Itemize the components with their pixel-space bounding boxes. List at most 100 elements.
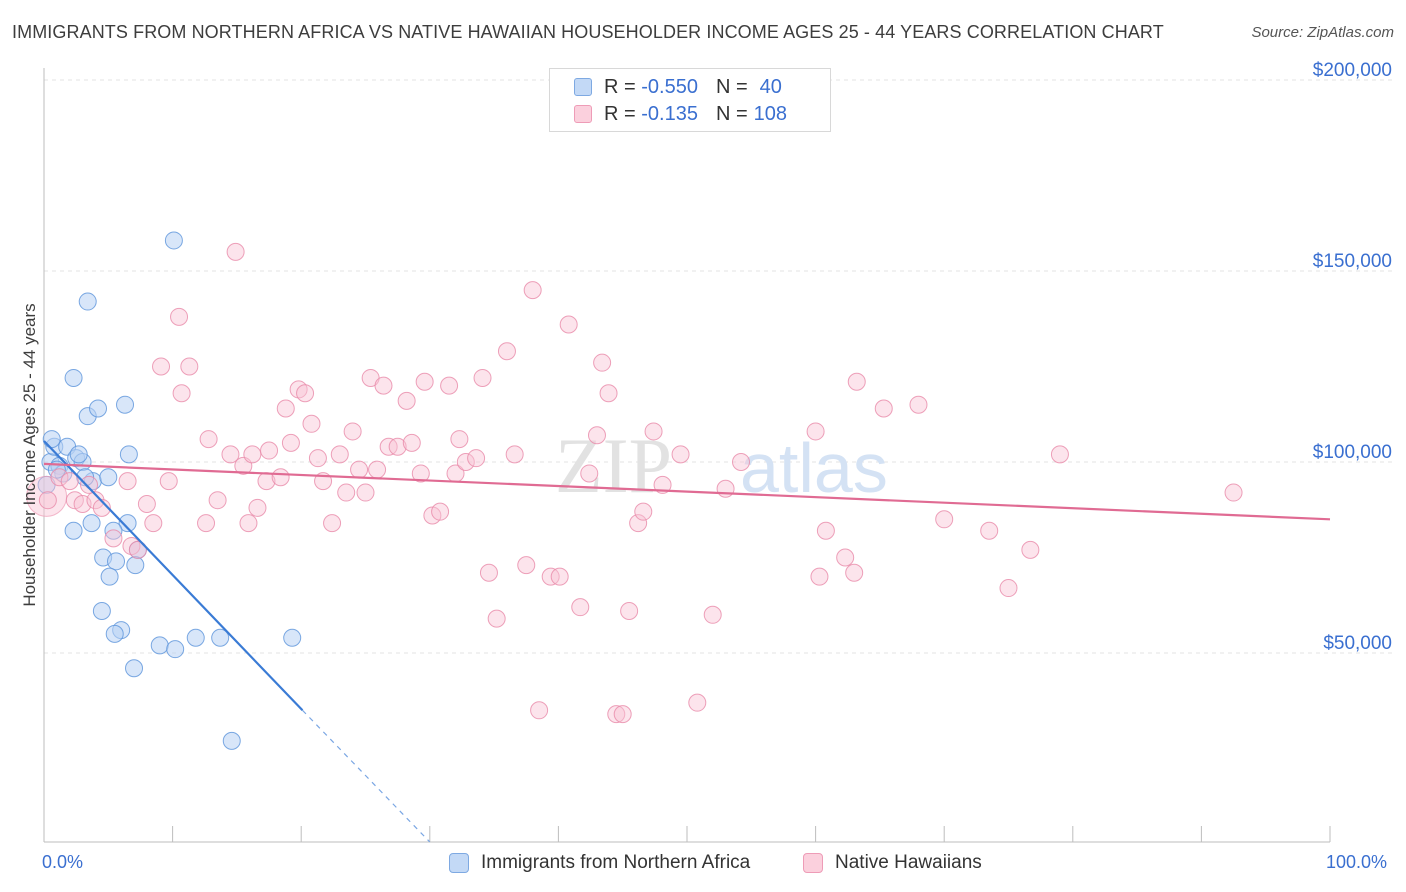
data-point-native-hawaiians (836, 548, 855, 567)
trendline-immigrants-extension (302, 709, 431, 843)
axes (43, 68, 1331, 843)
legend-n-value: 40 (759, 75, 782, 98)
correlation-legend: R = -0.550 N = 40 R = -0.135 N = 108 (549, 68, 831, 132)
grid-lines (44, 79, 1394, 654)
data-point-immigrants (118, 514, 137, 533)
bottom-legend-immigrants: Immigrants from Northern Africa (449, 852, 750, 874)
data-point-native-hawaiians (517, 556, 536, 575)
data-point-native-hawaiians (440, 376, 459, 395)
data-point-native-hawaiians (350, 460, 369, 479)
data-point-native-hawaiians (208, 491, 227, 510)
y-tick-label: $200,000 (1312, 60, 1392, 81)
data-point-native-hawaiians (644, 422, 663, 441)
legend-n-label: N = (715, 75, 748, 98)
data-point-native-hawaiians (847, 372, 866, 391)
data-point-native-hawaiians (60, 472, 79, 491)
data-point-immigrants (100, 567, 119, 586)
data-point-native-hawaiians (810, 567, 829, 586)
data-point-native-hawaiians (845, 563, 864, 582)
data-point-native-hawaiians (716, 479, 735, 498)
bottom-legend-swatch-pink (803, 853, 823, 873)
data-point-native-hawaiians (479, 563, 498, 582)
data-point-native-hawaiians (402, 433, 421, 452)
series-native-hawaiians-points (26, 242, 1243, 724)
data-point-native-hawaiians (530, 701, 549, 720)
y-tick-label: $50,000 (1323, 633, 1392, 654)
data-point-immigrants (105, 624, 124, 643)
legend-n-value: 108 (753, 102, 788, 125)
y-axis-label: Householder Income Ages 25 - 44 years (20, 303, 39, 607)
data-point-immigrants (104, 521, 123, 540)
data-point-native-hawaiians (431, 502, 450, 521)
data-point-native-hawaiians (613, 705, 632, 724)
data-point-native-hawaiians (356, 483, 375, 502)
data-point-native-hawaiians (523, 281, 542, 300)
data-point-immigrants (107, 552, 126, 571)
data-point-native-hawaiians (137, 495, 156, 514)
data-point-native-hawaiians (239, 514, 258, 533)
data-point-immigrants (164, 231, 183, 250)
data-point-native-hawaiians (473, 368, 492, 387)
source-label: Source: ZipAtlas.com (1251, 24, 1394, 41)
data-point-native-hawaiians (172, 384, 191, 403)
data-point-native-hawaiians (38, 491, 57, 510)
data-point-native-hawaiians (128, 540, 147, 559)
data-point-native-hawaiians (144, 514, 163, 533)
data-point-native-hawaiians (550, 567, 569, 586)
data-point-native-hawaiians (599, 384, 618, 403)
data-point-immigrants (64, 368, 83, 387)
legend-r-value: -0.550 (641, 75, 698, 98)
data-point-native-hawaiians (806, 422, 825, 441)
data-point-native-hawaiians (152, 357, 171, 376)
legend-row-native-hawaiians: R = -0.135 N = 108 (550, 101, 787, 127)
data-point-native-hawaiians (816, 521, 835, 540)
legend-r-label: R = (604, 75, 636, 98)
data-point-native-hawaiians (337, 483, 356, 502)
legend-swatch-blue (574, 78, 592, 96)
data-point-native-hawaiians (302, 414, 321, 433)
data-point-native-hawaiians (415, 372, 434, 391)
data-point-native-hawaiians (118, 472, 137, 491)
data-point-native-hawaiians (308, 449, 327, 468)
data-point-native-hawaiians (26, 475, 68, 517)
data-point-native-hawaiians (559, 315, 578, 334)
data-point-native-hawaiians (86, 491, 105, 510)
data-point-immigrants (222, 731, 241, 750)
data-point-native-hawaiians (411, 464, 430, 483)
data-point-immigrants (82, 514, 101, 533)
data-point-immigrants (42, 430, 61, 449)
data-point-native-hawaiians (909, 395, 928, 414)
legend-r-value: -0.135 (641, 102, 698, 125)
data-point-immigrants (69, 445, 88, 464)
data-point-native-hawaiians (935, 510, 954, 529)
data-point-immigrants (166, 640, 185, 659)
chart-title: IMMIGRANTS FROM NORTHERN AFRICA VS NATIV… (12, 22, 1164, 42)
data-point-native-hawaiians (671, 445, 690, 464)
data-point-native-hawaiians (587, 426, 606, 445)
watermark: ZIP atlas (555, 422, 888, 509)
data-point-native-hawaiians (199, 430, 218, 449)
trendline-native-hawaiians (43, 462, 1331, 521)
data-point-native-hawaiians (505, 445, 524, 464)
bottom-legend-native-hawaiians: Native Hawaiians (803, 852, 982, 874)
data-point-native-hawaiians (260, 441, 279, 460)
data-point-immigrants (64, 521, 83, 540)
data-point-native-hawaiians (487, 609, 506, 628)
data-point-immigrants (186, 628, 205, 647)
data-point-native-hawaiians (388, 437, 407, 456)
legend-row-immigrants: R = -0.550 N = 40 (550, 74, 782, 100)
data-point-immigrants (211, 628, 230, 647)
data-point-immigrants (150, 636, 169, 655)
data-point-native-hawaiians (703, 605, 722, 624)
data-point-native-hawaiians (653, 475, 672, 494)
data-point-native-hawaiians (397, 391, 416, 410)
data-point-native-hawaiians (497, 342, 516, 361)
data-point-native-hawaiians (980, 521, 999, 540)
legend-r-label: R = (604, 102, 636, 125)
data-point-native-hawaiians (634, 502, 653, 521)
data-point-immigrants (125, 659, 144, 678)
trendline-immigrants (43, 440, 304, 712)
data-point-native-hawaiians (50, 468, 69, 487)
data-point-native-hawaiians (276, 399, 295, 418)
